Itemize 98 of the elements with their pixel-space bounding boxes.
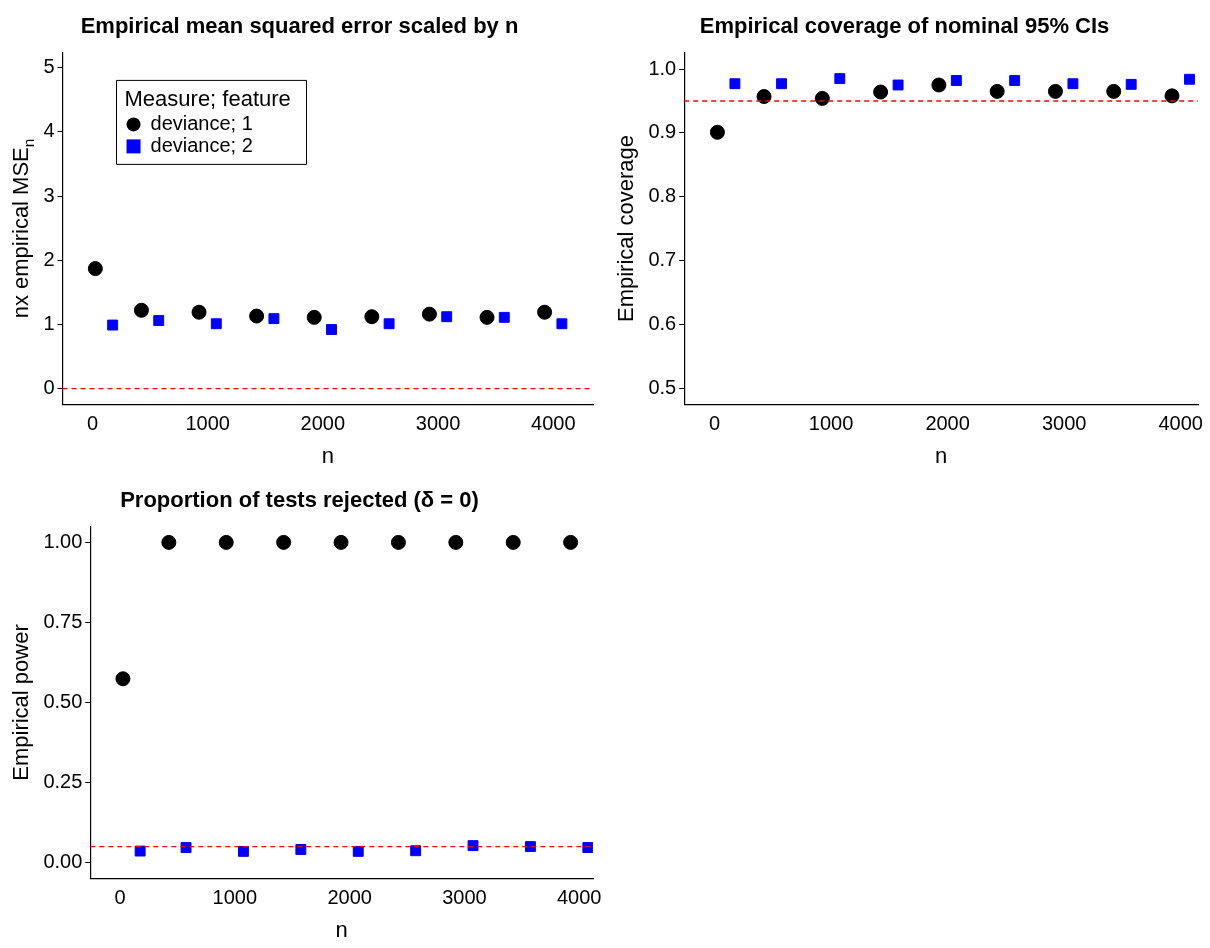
y-tick-label: 1 <box>43 311 55 334</box>
point <box>87 261 103 277</box>
y-axis-title: Empirical coverage <box>613 134 639 323</box>
x-tick-label: 3000 <box>1041 412 1087 435</box>
point <box>134 845 146 857</box>
y-axis-title: Empirical power <box>8 624 34 781</box>
point <box>441 311 453 323</box>
point <box>709 124 725 140</box>
y-tick-label: 2 <box>43 247 55 270</box>
point <box>563 534 579 550</box>
point <box>776 78 787 90</box>
x-tick-label: 3000 <box>442 886 487 909</box>
legend-label: deviance; 2 <box>150 133 253 156</box>
point <box>950 75 962 86</box>
point <box>479 309 495 325</box>
y-tick-label: 0.6 <box>648 312 677 335</box>
x-tick-label: 1000 <box>185 412 230 435</box>
point <box>1164 88 1180 104</box>
point <box>556 318 568 330</box>
x-tick-label: 1000 <box>212 886 258 909</box>
point <box>390 534 406 550</box>
point <box>326 324 337 335</box>
point <box>467 840 479 852</box>
point <box>814 90 830 106</box>
y-tick-label: 3 <box>43 183 55 206</box>
point <box>498 311 510 323</box>
y-tick-label: 0.8 <box>648 184 677 207</box>
y-tick-label: 0.25 <box>43 770 83 793</box>
point <box>931 77 947 93</box>
x-axis-title: n <box>335 916 348 942</box>
x-tick-label: 2000 <box>327 886 372 909</box>
x-tick-label: 2000 <box>300 412 346 435</box>
y-tick-label: 0.9 <box>648 120 677 143</box>
x-tick-label: 0 <box>708 412 721 435</box>
point <box>210 318 222 330</box>
point <box>834 73 846 85</box>
point <box>1106 83 1122 99</box>
chart-title: Empirical mean squared error scaled by n <box>80 13 519 39</box>
point <box>352 845 364 857</box>
x-tick-label: 0 <box>114 886 126 909</box>
point <box>448 534 464 550</box>
point <box>756 89 772 105</box>
y-tick-label: 0.75 <box>43 609 83 632</box>
y-tick-label: 0.5 <box>648 376 677 399</box>
point <box>1067 78 1079 90</box>
x-tick-label: 3000 <box>415 412 461 435</box>
y-tick-label: 4 <box>43 119 55 142</box>
point <box>989 83 1005 99</box>
point <box>333 534 349 550</box>
x-tick-label: 0 <box>86 412 99 435</box>
point <box>410 845 422 857</box>
point <box>295 844 307 855</box>
legend-title: Measure; feature <box>124 86 291 112</box>
point <box>873 84 889 100</box>
y-tick-label: 0 <box>43 376 55 399</box>
point <box>161 534 177 550</box>
y-axis-title: nx empirical MSEn <box>8 138 37 319</box>
point <box>537 304 553 320</box>
point <box>524 841 536 853</box>
point <box>276 534 292 550</box>
point <box>582 842 593 853</box>
y-tick-label: 1.00 <box>43 529 83 552</box>
point <box>364 309 380 325</box>
x-tick-label: 1000 <box>808 412 854 435</box>
point <box>115 671 131 687</box>
point <box>1184 73 1195 85</box>
point <box>180 842 192 853</box>
point <box>1125 78 1137 90</box>
point <box>133 302 149 318</box>
x-axis-title: n <box>321 442 334 468</box>
point <box>238 845 249 857</box>
y-tick-label: 0.00 <box>43 850 83 873</box>
x-axis-title: n <box>934 442 948 468</box>
legend-label: deviance; 1 <box>150 111 253 134</box>
point <box>107 319 119 331</box>
point <box>1009 75 1021 86</box>
point <box>191 304 207 320</box>
point <box>505 534 521 550</box>
y-tick-label: 0.50 <box>43 690 83 713</box>
x-tick-label: 4000 <box>556 886 602 909</box>
chart-title: Empirical coverage of nominal 95% CIs <box>699 13 1110 39</box>
point <box>383 318 395 330</box>
point <box>153 315 165 327</box>
point <box>268 313 280 325</box>
point <box>306 309 322 325</box>
point <box>421 306 437 322</box>
point <box>249 308 265 324</box>
x-tick-label: 4000 <box>1158 412 1203 435</box>
y-tick-label: 5 <box>43 55 55 78</box>
x-tick-label: 2000 <box>925 412 970 435</box>
point <box>729 78 741 90</box>
point <box>892 79 904 91</box>
point <box>1047 83 1063 99</box>
y-tick-label: 1.0 <box>648 56 677 79</box>
x-tick-label: 4000 <box>531 412 576 435</box>
y-tick-label: 0.7 <box>648 248 677 271</box>
point <box>218 534 234 550</box>
chart-title: Proportion of tests rejected (δ = 0) <box>120 487 479 513</box>
